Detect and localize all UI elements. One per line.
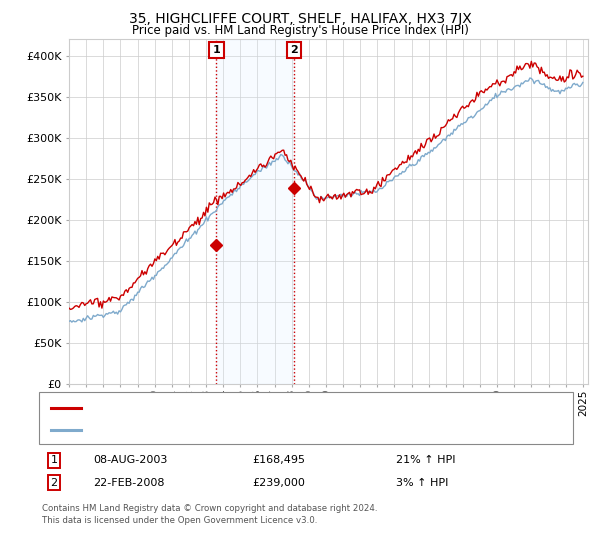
Text: HPI: Average price, detached house, Calderdale: HPI: Average price, detached house, Cald… — [87, 424, 336, 435]
Text: 22-FEB-2008: 22-FEB-2008 — [93, 478, 164, 488]
Text: 1: 1 — [50, 455, 58, 465]
Text: 35, HIGHCLIFFE COURT, SHELF, HALIFAX, HX3 7JX: 35, HIGHCLIFFE COURT, SHELF, HALIFAX, HX… — [128, 12, 472, 26]
Text: 35, HIGHCLIFFE COURT, SHELF, HALIFAX, HX3 7JX (detached house): 35, HIGHCLIFFE COURT, SHELF, HALIFAX, HX… — [87, 403, 439, 413]
Text: 2: 2 — [50, 478, 58, 488]
Text: 1: 1 — [212, 45, 220, 55]
Text: £239,000: £239,000 — [252, 478, 305, 488]
Text: 21% ↑ HPI: 21% ↑ HPI — [396, 455, 455, 465]
Text: Price paid vs. HM Land Registry's House Price Index (HPI): Price paid vs. HM Land Registry's House … — [131, 24, 469, 36]
Text: 3% ↑ HPI: 3% ↑ HPI — [396, 478, 448, 488]
Text: This data is licensed under the Open Government Licence v3.0.: This data is licensed under the Open Gov… — [42, 516, 317, 525]
Bar — [217, 39, 294, 384]
Text: £168,495: £168,495 — [252, 455, 305, 465]
Text: Contains HM Land Registry data © Crown copyright and database right 2024.: Contains HM Land Registry data © Crown c… — [42, 504, 377, 513]
Text: 2: 2 — [290, 45, 298, 55]
Text: 08-AUG-2003: 08-AUG-2003 — [93, 455, 167, 465]
